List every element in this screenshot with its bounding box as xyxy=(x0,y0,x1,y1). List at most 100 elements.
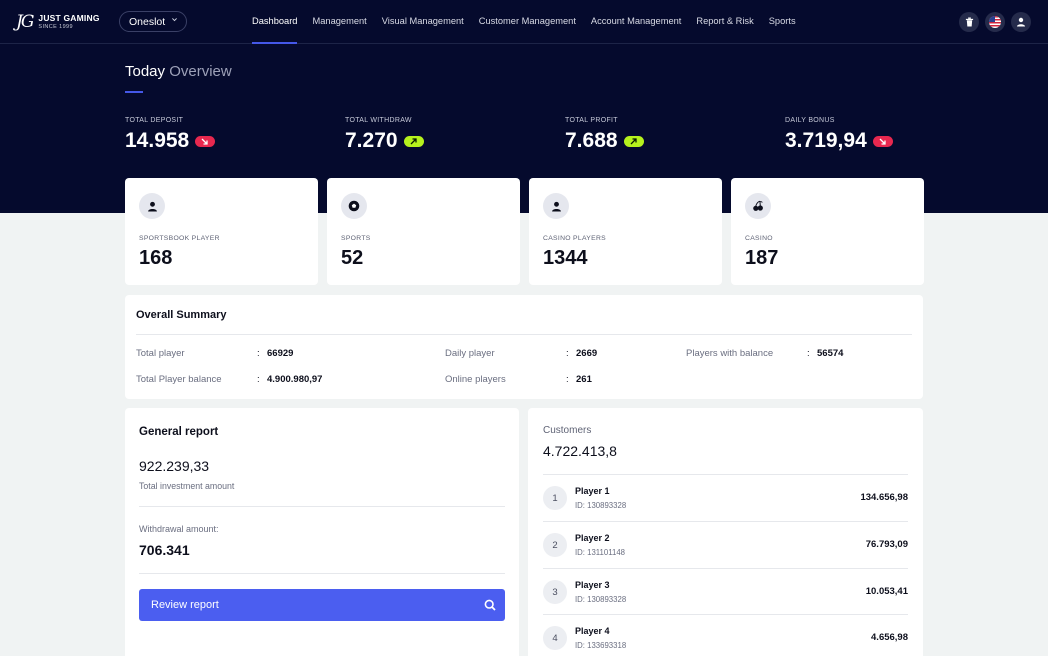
divider xyxy=(139,506,505,507)
list-item[interactable]: 3 Player 3 ID: 130893328 10.053,41 xyxy=(543,580,908,626)
trend-up-icon xyxy=(623,135,644,147)
divider xyxy=(139,573,505,574)
summary-label: Online players xyxy=(445,374,506,385)
player-name: Player 2 xyxy=(575,533,610,543)
review-report-button[interactable]: Review report xyxy=(139,589,505,621)
site-selector[interactable]: Oneslot xyxy=(119,11,187,32)
general-report-title: General report xyxy=(139,426,219,438)
summary-title: Overall Summary xyxy=(136,309,227,321)
chevron-down-icon xyxy=(171,16,178,25)
stat-value: 7.270 xyxy=(345,129,398,152)
summary-colon: : xyxy=(566,348,569,359)
main-menu: Dashboard Management Visual Management C… xyxy=(252,0,811,44)
brand-tagline: SINCE 1999 xyxy=(38,23,73,30)
page-title: Today Overview xyxy=(125,63,232,80)
customers-card: Customers 4.722.413,8 1 Player 1 ID: 130… xyxy=(528,408,923,656)
player-name: Player 1 xyxy=(575,486,610,496)
rank-badge: 3 xyxy=(543,580,567,604)
kpi-label: SPORTSBOOK PLAYER xyxy=(139,235,220,242)
summary-colon: : xyxy=(807,348,810,359)
divider xyxy=(543,521,908,522)
site-selector-value: Oneslot xyxy=(129,15,166,28)
divider xyxy=(543,614,908,615)
cherries-icon xyxy=(745,193,771,219)
stat-value: 14.958 xyxy=(125,129,190,152)
summary-label: Players with balance xyxy=(686,348,774,359)
stat-total-profit: TOTAL PROFIT 7.688 xyxy=(565,117,765,153)
menu-sports[interactable]: Sports xyxy=(768,16,796,26)
summary-label: Daily player xyxy=(445,348,495,359)
trend-down-icon xyxy=(872,135,893,147)
list-item[interactable]: 4 Player 4 ID: 133693318 4.656,98 xyxy=(543,626,908,656)
kpi-value: 168 xyxy=(139,247,173,269)
menu-management[interactable]: Management xyxy=(312,16,367,26)
player-id: ID: 130893328 xyxy=(575,501,627,510)
player-name: Player 3 xyxy=(575,580,610,590)
general-report-card: General report 922.239,33 Total investme… xyxy=(125,408,519,656)
stat-total-withdraw: TOTAL WITHDRAW 7.270 xyxy=(345,117,545,153)
stat-label: TOTAL DEPOSIT xyxy=(125,117,184,124)
kpi-label: SPORTS xyxy=(341,235,371,242)
kpi-card-casino-players[interactable]: CASINO PLAYERS 1344 xyxy=(529,178,722,285)
summary-value: 261 xyxy=(576,374,592,385)
nav-actions xyxy=(953,12,1031,32)
list-item[interactable]: 2 Player 2 ID: 131101148 76.793,09 xyxy=(543,533,908,579)
player-id: ID: 133693318 xyxy=(575,641,627,650)
customers-title: Customers xyxy=(543,425,592,436)
withdrawal-label: Withdrawal amount: xyxy=(139,524,219,534)
list-item[interactable]: 1 Player 1 ID: 130893328 134.656,98 xyxy=(543,486,908,532)
summary-colon: : xyxy=(257,348,260,359)
header-background xyxy=(0,0,1048,213)
summary-colon: : xyxy=(566,374,569,385)
customers-total: 4.722.413,8 xyxy=(543,443,617,459)
stat-value: 3.719,94 xyxy=(785,129,867,152)
kpi-label: CASINO PLAYERS xyxy=(543,235,606,242)
investment-value: 922.239,33 xyxy=(139,458,210,474)
trash-icon[interactable] xyxy=(959,12,979,32)
logo[interactable]: JG JUST GAMING SINCE 1999 xyxy=(16,12,100,32)
rank-badge: 4 xyxy=(543,626,567,650)
stat-value: 7.688 xyxy=(565,129,618,152)
rank-badge: 1 xyxy=(543,486,567,510)
stat-label: DAILY BONUS xyxy=(785,117,835,124)
summary-value: 4.900.980,97 xyxy=(267,374,323,385)
title-underline xyxy=(125,91,143,93)
trend-up-icon xyxy=(403,135,424,147)
kpi-label: CASINO xyxy=(745,235,773,242)
summary-value: 2669 xyxy=(576,348,598,359)
player-amount: 4.656,98 xyxy=(871,632,908,643)
divider xyxy=(543,474,908,475)
player-name: Player 4 xyxy=(575,626,610,636)
summary-value: 66929 xyxy=(267,348,294,359)
player-amount: 134.656,98 xyxy=(860,492,908,503)
player-amount: 10.053,41 xyxy=(865,586,908,597)
us-flag-icon[interactable] xyxy=(985,12,1005,32)
menu-customer-management[interactable]: Customer Management xyxy=(478,16,576,26)
page-title-strong: Today xyxy=(125,63,166,80)
rank-badge: 2 xyxy=(543,533,567,557)
kpi-card-sports[interactable]: SPORTS 52 xyxy=(327,178,520,285)
user-icon[interactable] xyxy=(1011,12,1031,32)
overall-summary-card: Overall Summary Total player : 66929 Dai… xyxy=(125,295,923,399)
menu-report-risk[interactable]: Report & Risk xyxy=(696,16,754,26)
soccer-ball-icon xyxy=(341,193,367,219)
person-icon xyxy=(139,193,165,219)
kpi-value: 1344 xyxy=(543,247,588,269)
menu-visual-management[interactable]: Visual Management xyxy=(381,16,464,26)
stat-total-deposit: TOTAL DEPOSIT 14.958 xyxy=(125,117,325,153)
kpi-card-sportsbook-player[interactable]: SPORTSBOOK PLAYER 168 xyxy=(125,178,318,285)
stat-daily-bonus: DAILY BONUS 3.719,94 xyxy=(785,117,985,153)
kpi-card-casino[interactable]: CASINO 187 xyxy=(731,178,924,285)
summary-label: Total Player balance xyxy=(136,374,222,385)
menu-account-management[interactable]: Account Management xyxy=(590,16,682,26)
search-icon xyxy=(484,599,496,614)
divider xyxy=(543,568,908,569)
summary-value: 56574 xyxy=(817,348,844,359)
stat-label: TOTAL PROFIT xyxy=(565,117,618,124)
menu-dashboard[interactable]: Dashboard xyxy=(252,0,298,44)
kpi-value: 52 xyxy=(341,247,364,269)
player-amount: 76.793,09 xyxy=(865,539,908,550)
logo-mark: JG xyxy=(16,12,34,32)
stat-label: TOTAL WITHDRAW xyxy=(345,117,412,124)
page-title-light: Overview xyxy=(169,63,232,80)
